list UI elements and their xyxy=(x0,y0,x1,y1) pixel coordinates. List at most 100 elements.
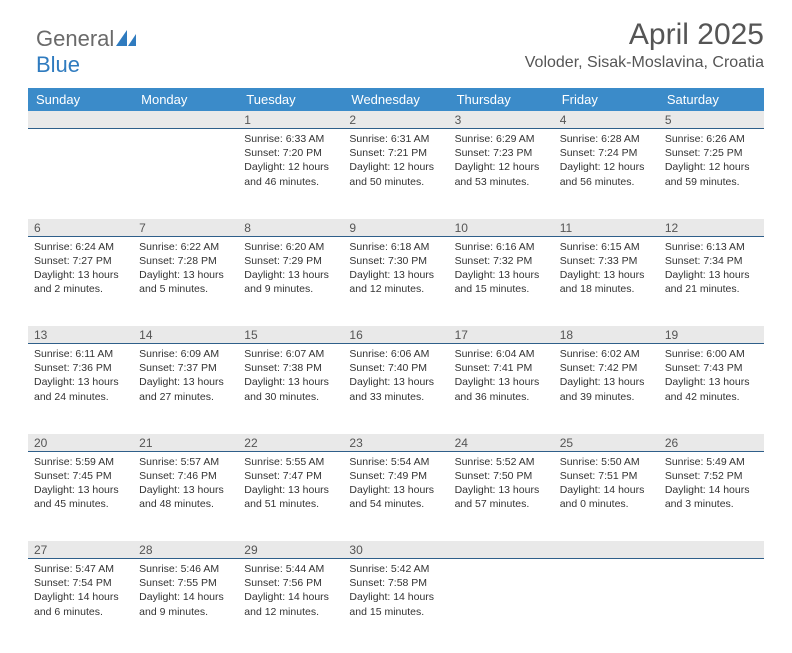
calendar-body: 12345Sunrise: 6:33 AMSunset: 7:20 PMDayl… xyxy=(28,111,764,643)
daylight-line: Daylight: 13 hours and 24 minutes. xyxy=(34,375,127,403)
daynum-cell: 23 xyxy=(343,434,448,452)
sunrise-line: Sunrise: 6:11 AM xyxy=(34,347,127,361)
month-title: April 2025 xyxy=(525,18,764,52)
sunrise-line: Sunrise: 5:55 AM xyxy=(244,455,337,469)
sunset-line: Sunset: 7:25 PM xyxy=(665,146,758,160)
day-cell: Sunrise: 5:57 AMSunset: 7:46 PMDaylight:… xyxy=(133,451,238,535)
details-row: Sunrise: 5:47 AMSunset: 7:54 PMDaylight:… xyxy=(28,559,764,643)
day-number: 28 xyxy=(133,541,238,558)
daylight-line: Daylight: 13 hours and 9 minutes. xyxy=(244,268,337,296)
sunrise-line: Sunrise: 6:07 AM xyxy=(244,347,337,361)
daylight-line: Daylight: 13 hours and 30 minutes. xyxy=(244,375,337,403)
daylight-line: Daylight: 13 hours and 21 minutes. xyxy=(665,268,758,296)
day-details: Sunrise: 5:47 AMSunset: 7:54 PMDaylight:… xyxy=(28,559,133,625)
day-number: 5 xyxy=(659,111,764,128)
sunset-line: Sunset: 7:23 PM xyxy=(455,146,548,160)
daylight-line: Daylight: 12 hours and 53 minutes. xyxy=(455,160,548,188)
sunrise-line: Sunrise: 5:52 AM xyxy=(455,455,548,469)
day-cell: Sunrise: 6:06 AMSunset: 7:40 PMDaylight:… xyxy=(343,344,448,428)
day-number: 20 xyxy=(28,434,133,451)
day-details: Sunrise: 5:52 AMSunset: 7:50 PMDaylight:… xyxy=(449,452,554,518)
day-number: 27 xyxy=(28,541,133,558)
day-header: Thursday xyxy=(449,88,554,111)
details-row: Sunrise: 5:59 AMSunset: 7:45 PMDaylight:… xyxy=(28,451,764,535)
logo: General Blue xyxy=(28,18,138,78)
day-number: 14 xyxy=(133,326,238,343)
day-cell: Sunrise: 5:52 AMSunset: 7:50 PMDaylight:… xyxy=(449,451,554,535)
daynum-cell xyxy=(659,541,764,559)
day-cell: Sunrise: 6:07 AMSunset: 7:38 PMDaylight:… xyxy=(238,344,343,428)
daynum-row: 20212223242526 xyxy=(28,434,764,452)
daynum-cell: 8 xyxy=(238,219,343,237)
calendar-table: SundayMondayTuesdayWednesdayThursdayFrid… xyxy=(28,88,764,643)
daynum-cell: 28 xyxy=(133,541,238,559)
day-number: 12 xyxy=(659,219,764,236)
day-details: Sunrise: 5:42 AMSunset: 7:58 PMDaylight:… xyxy=(343,559,448,625)
daynum-cell: 9 xyxy=(343,219,448,237)
sunset-line: Sunset: 7:37 PM xyxy=(139,361,232,375)
sunrise-line: Sunrise: 6:16 AM xyxy=(455,240,548,254)
day-cell: Sunrise: 6:31 AMSunset: 7:21 PMDaylight:… xyxy=(343,129,448,213)
sunrise-line: Sunrise: 6:28 AM xyxy=(560,132,653,146)
day-number: 9 xyxy=(343,219,448,236)
day-details: Sunrise: 6:04 AMSunset: 7:41 PMDaylight:… xyxy=(449,344,554,410)
day-details: Sunrise: 6:15 AMSunset: 7:33 PMDaylight:… xyxy=(554,237,659,303)
daynum-cell xyxy=(554,541,659,559)
sunset-line: Sunset: 7:45 PM xyxy=(34,469,127,483)
daynum-row: 27282930 xyxy=(28,541,764,559)
sunrise-line: Sunrise: 5:42 AM xyxy=(349,562,442,576)
logo-word-1: General xyxy=(36,26,114,51)
daynum-cell: 22 xyxy=(238,434,343,452)
day-number: 10 xyxy=(449,219,554,236)
day-number: 4 xyxy=(554,111,659,128)
daynum-cell: 30 xyxy=(343,541,448,559)
day-cell: Sunrise: 6:20 AMSunset: 7:29 PMDaylight:… xyxy=(238,236,343,320)
day-cell: Sunrise: 6:22 AMSunset: 7:28 PMDaylight:… xyxy=(133,236,238,320)
sunset-line: Sunset: 7:21 PM xyxy=(349,146,442,160)
day-details: Sunrise: 5:57 AMSunset: 7:46 PMDaylight:… xyxy=(133,452,238,518)
sunset-line: Sunset: 7:24 PM xyxy=(560,146,653,160)
calendar-page: General Blue April 2025 Voloder, Sisak-M… xyxy=(0,0,792,653)
sunset-line: Sunset: 7:43 PM xyxy=(665,361,758,375)
daynum-cell: 11 xyxy=(554,219,659,237)
day-cell: Sunrise: 5:49 AMSunset: 7:52 PMDaylight:… xyxy=(659,451,764,535)
sunrise-line: Sunrise: 6:04 AM xyxy=(455,347,548,361)
day-cell: Sunrise: 6:24 AMSunset: 7:27 PMDaylight:… xyxy=(28,236,133,320)
day-number: 21 xyxy=(133,434,238,451)
daynum-cell: 10 xyxy=(449,219,554,237)
day-header: Wednesday xyxy=(343,88,448,111)
day-number: 7 xyxy=(133,219,238,236)
sunrise-line: Sunrise: 6:13 AM xyxy=(665,240,758,254)
day-details: Sunrise: 5:49 AMSunset: 7:52 PMDaylight:… xyxy=(659,452,764,518)
day-header: Tuesday xyxy=(238,88,343,111)
day-details: Sunrise: 5:59 AMSunset: 7:45 PMDaylight:… xyxy=(28,452,133,518)
daynum-row: 13141516171819 xyxy=(28,326,764,344)
sunset-line: Sunset: 7:20 PM xyxy=(244,146,337,160)
daylight-line: Daylight: 14 hours and 15 minutes. xyxy=(349,590,442,618)
sunset-line: Sunset: 7:27 PM xyxy=(34,254,127,268)
daynum-cell xyxy=(28,111,133,129)
day-cell: Sunrise: 6:15 AMSunset: 7:33 PMDaylight:… xyxy=(554,236,659,320)
day-number: 8 xyxy=(238,219,343,236)
daynum-cell: 12 xyxy=(659,219,764,237)
sunset-line: Sunset: 7:52 PM xyxy=(665,469,758,483)
day-details: Sunrise: 6:09 AMSunset: 7:37 PMDaylight:… xyxy=(133,344,238,410)
sunrise-line: Sunrise: 6:22 AM xyxy=(139,240,232,254)
daynum-cell xyxy=(449,541,554,559)
day-number: 22 xyxy=(238,434,343,451)
sunrise-line: Sunrise: 5:59 AM xyxy=(34,455,127,469)
day-cell: Sunrise: 6:13 AMSunset: 7:34 PMDaylight:… xyxy=(659,236,764,320)
day-number xyxy=(133,111,238,128)
sunset-line: Sunset: 7:32 PM xyxy=(455,254,548,268)
day-details: Sunrise: 5:50 AMSunset: 7:51 PMDaylight:… xyxy=(554,452,659,518)
day-number: 13 xyxy=(28,326,133,343)
daynum-cell: 15 xyxy=(238,326,343,344)
daylight-line: Daylight: 12 hours and 46 minutes. xyxy=(244,160,337,188)
sunset-line: Sunset: 7:49 PM xyxy=(349,469,442,483)
day-number: 17 xyxy=(449,326,554,343)
logo-text: General Blue xyxy=(36,26,138,78)
day-cell: Sunrise: 6:02 AMSunset: 7:42 PMDaylight:… xyxy=(554,344,659,428)
day-details: Sunrise: 6:20 AMSunset: 7:29 PMDaylight:… xyxy=(238,237,343,303)
sunrise-line: Sunrise: 5:50 AM xyxy=(560,455,653,469)
sunset-line: Sunset: 7:47 PM xyxy=(244,469,337,483)
